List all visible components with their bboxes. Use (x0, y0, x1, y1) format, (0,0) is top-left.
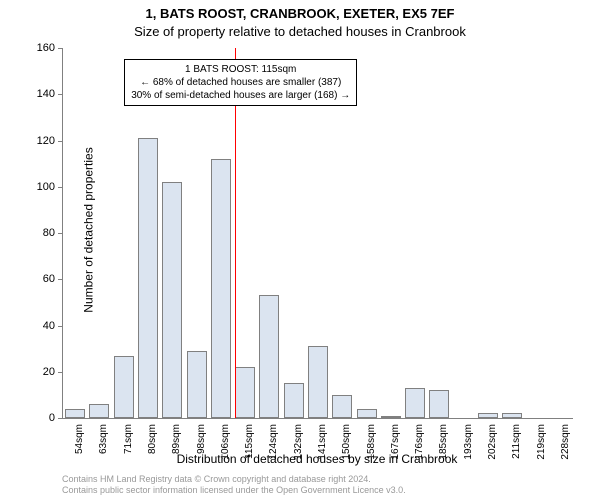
xtick-label: 89sqm (171, 424, 182, 464)
bar (187, 351, 207, 418)
xtick-label: 115sqm (244, 424, 255, 464)
ytick-label: 40 (43, 320, 55, 332)
ytick-label: 80 (43, 227, 55, 239)
xtick-label: 141sqm (317, 424, 328, 464)
xtick-label: 202sqm (487, 424, 498, 464)
caption-line2: Contains public sector information licen… (62, 485, 406, 495)
xtick-label: 54sqm (74, 424, 85, 464)
ytick-label: 100 (37, 181, 55, 193)
ytick-label: 20 (43, 366, 55, 378)
annotation-box: 1 BATS ROOST: 115sqm← 68% of detached ho… (124, 59, 357, 106)
xtick-label: 124sqm (268, 424, 279, 464)
caption-line1: Contains HM Land Registry data © Crown c… (62, 474, 371, 484)
xtick-label: 63sqm (98, 424, 109, 464)
bar (381, 416, 401, 418)
ytick-label: 60 (43, 273, 55, 285)
annotation-line2: ← 68% of detached houses are smaller (38… (131, 76, 350, 89)
bar (65, 409, 85, 418)
xtick-label: 80sqm (147, 424, 158, 464)
annotation-line1: 1 BATS ROOST: 115sqm (131, 63, 350, 76)
xtick-label: 106sqm (220, 424, 231, 464)
bar (502, 413, 522, 418)
ytick-mark (58, 141, 63, 142)
ytick-mark (58, 326, 63, 327)
annotation-line3: 30% of semi-detached houses are larger (… (131, 89, 350, 102)
bar (259, 295, 279, 418)
address-title: 1, BATS ROOST, CRANBROOK, EXETER, EX5 7E… (0, 6, 600, 21)
bar (357, 409, 377, 418)
xtick-label: 98sqm (196, 424, 207, 464)
xtick-label: 219sqm (536, 424, 547, 464)
bar (89, 404, 109, 418)
bar (114, 356, 134, 418)
xtick-label: 132sqm (293, 424, 304, 464)
bar (405, 388, 425, 418)
ytick-label: 160 (37, 42, 55, 54)
bar (332, 395, 352, 418)
xtick-label: 176sqm (414, 424, 425, 464)
ytick-label: 0 (49, 412, 55, 424)
xtick-label: 167sqm (390, 424, 401, 464)
bar (138, 138, 158, 418)
xtick-label: 158sqm (366, 424, 377, 464)
bar (235, 367, 255, 418)
bar (308, 346, 328, 418)
xtick-label: 228sqm (560, 424, 571, 464)
xtick-label: 71sqm (123, 424, 134, 464)
ytick-mark (58, 94, 63, 95)
bar (162, 182, 182, 418)
ytick-mark (58, 187, 63, 188)
xtick-label: 193sqm (463, 424, 474, 464)
bar (211, 159, 231, 418)
ytick-mark (58, 279, 63, 280)
ytick-mark (58, 233, 63, 234)
subtitle: Size of property relative to detached ho… (0, 24, 600, 39)
xtick-label: 150sqm (341, 424, 352, 464)
ytick-mark (58, 418, 63, 419)
ytick-mark (58, 48, 63, 49)
bar (284, 383, 304, 418)
caption: Contains HM Land Registry data © Crown c… (62, 474, 572, 496)
xtick-label: 211sqm (511, 424, 522, 464)
ytick-mark (58, 372, 63, 373)
ytick-label: 120 (37, 135, 55, 147)
xtick-label: 185sqm (438, 424, 449, 464)
chart-plot-area: 1 BATS ROOST: 115sqm← 68% of detached ho… (62, 48, 573, 419)
bar (478, 413, 498, 418)
ytick-label: 140 (37, 88, 55, 100)
bar (429, 390, 449, 418)
